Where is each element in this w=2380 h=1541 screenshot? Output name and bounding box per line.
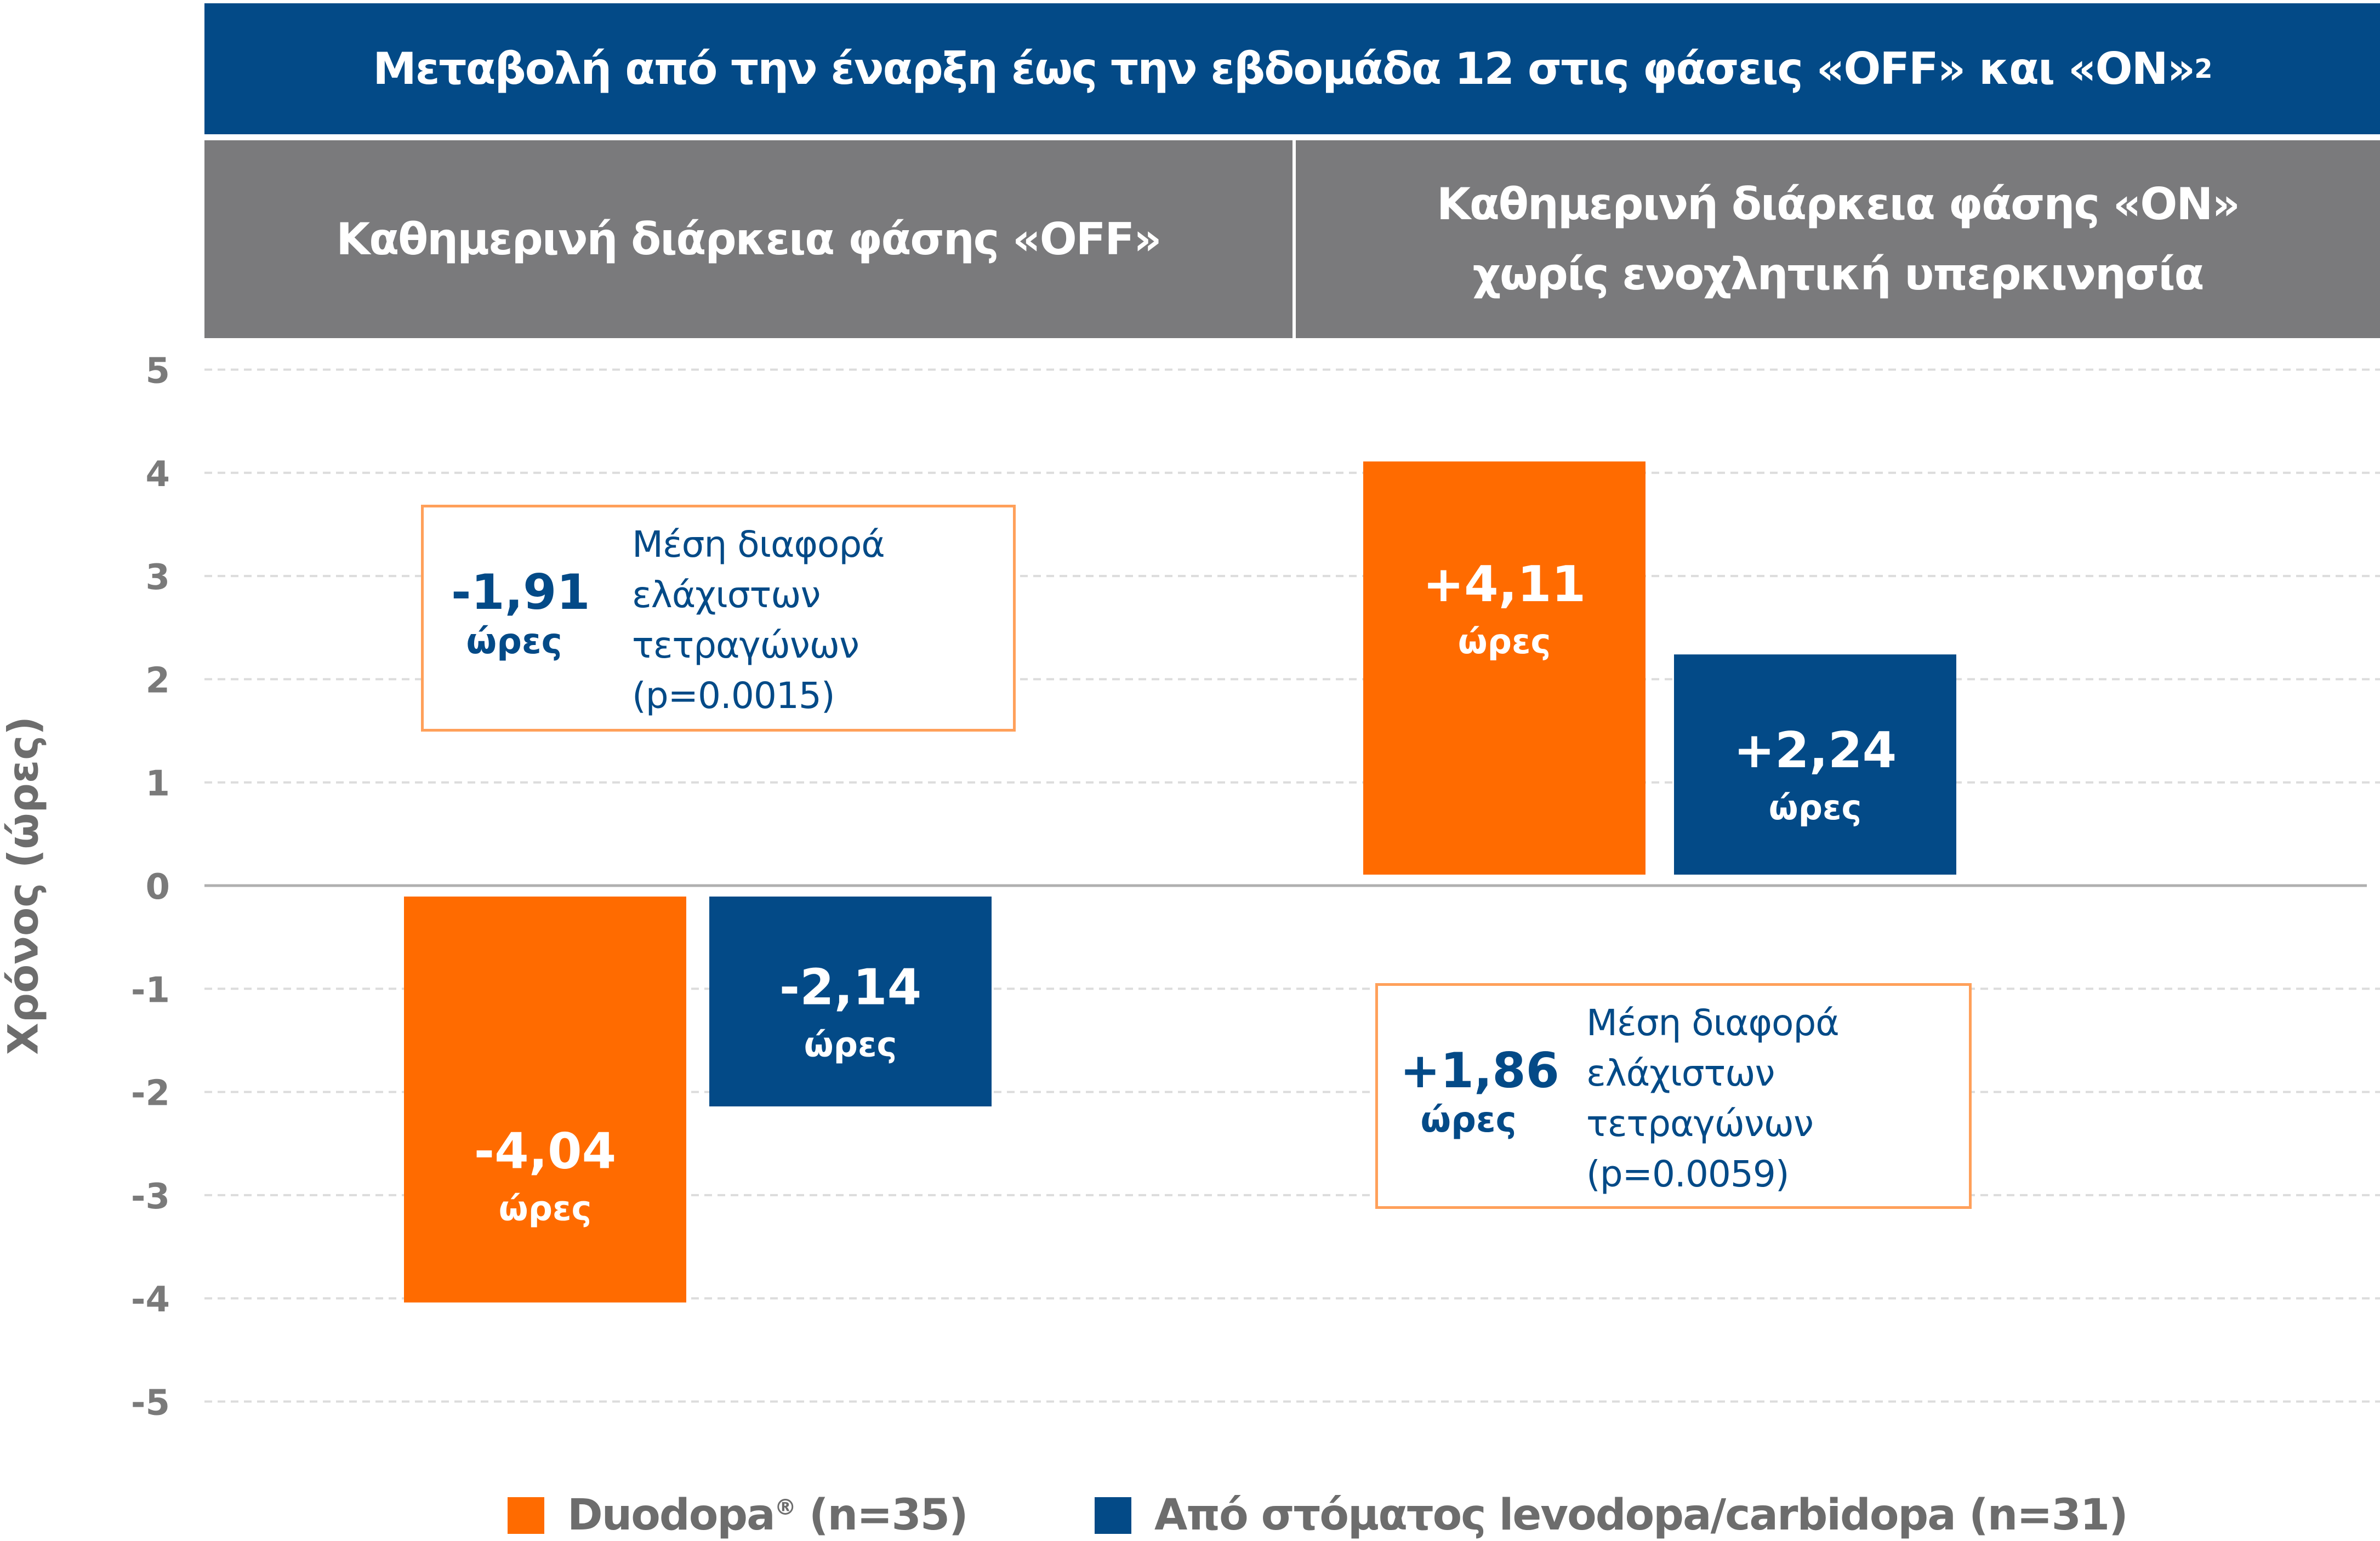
y-tick-label: 0 [145, 867, 170, 908]
legend-label-text: Duodopa [567, 1491, 776, 1540]
bar-unit-label: ώρες [1769, 787, 1862, 827]
legend-item-duodopa: Duodopa® (n=35) [508, 1491, 969, 1540]
legend-label-n: (n=35) [795, 1491, 969, 1540]
y-tick-label: 4 [145, 454, 170, 495]
bar-duodopa-off [404, 897, 686, 1303]
bar-value-label: -4,04 [474, 1123, 616, 1180]
y-tick-label: 3 [145, 557, 170, 598]
bar-unit-label: ώρες [1458, 621, 1551, 661]
bar-value-label: -2,14 [779, 958, 921, 1016]
y-axis-label: Χρόνος (ώρες) [0, 716, 48, 1055]
chart-title-text: Μεταβολή από την έναρξη έως την εβδομάδα… [373, 43, 2195, 94]
annotation-line: τετραγώνων [1586, 1103, 1814, 1145]
bar-unit-label: ώρες [804, 1024, 897, 1064]
legend-label: Duodopa® (n=35) [567, 1491, 969, 1540]
panel-title-off-text: Καθημερινή διάρκεια φάσης «OFF» [336, 213, 1161, 265]
legend-swatch-blue [1095, 1497, 1131, 1534]
bar-value-label: +4,11 [1423, 556, 1586, 613]
annotation-value-unit: ώρες [1420, 1100, 1517, 1140]
y-tick-label: 5 [145, 351, 170, 392]
bar-oral-off [709, 897, 992, 1106]
annotation-line: Μέση διαφορά [632, 523, 885, 566]
annotation-line: Μέση διαφορά [1586, 1002, 1840, 1044]
annotation-value-number: +1,86 [1400, 1042, 1559, 1099]
annotation-value-unit: ώρες [466, 621, 562, 662]
panel-title-on: Καθημερινή διάρκεια φάσης «ON» χωρίς ενο… [1296, 140, 2380, 338]
panel-title-off: Καθημερινή διάρκεια φάσης «OFF» [204, 140, 1293, 338]
annotation-value: +1,86 ώρες [1400, 1042, 1559, 1142]
annotation-value-number: -1,91 [451, 564, 590, 620]
bar-value-label: +2,24 [1734, 722, 1897, 779]
legend-label: Από στόματος levodopa/carbidopa (n=31) [1154, 1491, 2128, 1540]
y-tick-label: -2 [131, 1074, 170, 1114]
y-tick-label: 2 [145, 660, 170, 701]
annotation-p-value: (p=0.0059) [1586, 1153, 1790, 1195]
annotation-line: ελάχιστων [1586, 1052, 1775, 1094]
chart-title: Μεταβολή από την έναρξη έως την εβδομάδα… [204, 3, 2380, 134]
annotation-line: ελάχιστων [632, 574, 821, 616]
annotation-box-on: +1,86 ώρες Μέση διαφορά ελάχιστων τετραγ… [1375, 983, 1972, 1209]
annotation-description: Μέση διαφορά ελάχιστων τετραγώνων (p=0.0… [632, 520, 885, 721]
annotation-line: τετραγώνων [632, 624, 859, 666]
bar-unit-label: ώρες [499, 1189, 592, 1229]
annotation-box-off: -1,91 ώρες Μέση διαφορά ελάχιστων τετραγ… [421, 505, 1016, 732]
bar-duodopa-on [1363, 461, 1645, 875]
annotation-p-value: (p=0.0015) [632, 675, 835, 717]
y-tick-label: 1 [145, 764, 170, 804]
annotation-value: -1,91 ώρες [451, 564, 590, 664]
title-reference: 2 [2194, 53, 2212, 84]
annotation-description: Μέση διαφορά ελάχιστων τετραγώνων (p=0.0… [1586, 998, 1840, 1200]
legend-item-oral: Από στόματος levodopa/carbidopa (n=31) [1095, 1491, 2128, 1540]
bar-oral-on [1674, 654, 1956, 875]
y-tick-label: -4 [131, 1280, 170, 1320]
y-tick-label: -1 [131, 970, 170, 1011]
legend-swatch-orange [508, 1497, 544, 1534]
y-tick-label: -5 [131, 1383, 170, 1424]
y-tick-label: -3 [131, 1177, 170, 1217]
registered-mark: ® [774, 1495, 796, 1520]
panel-title-on-text: Καθημερινή διάρκεια φάσης «ON» χωρίς ενο… [1436, 178, 2240, 300]
